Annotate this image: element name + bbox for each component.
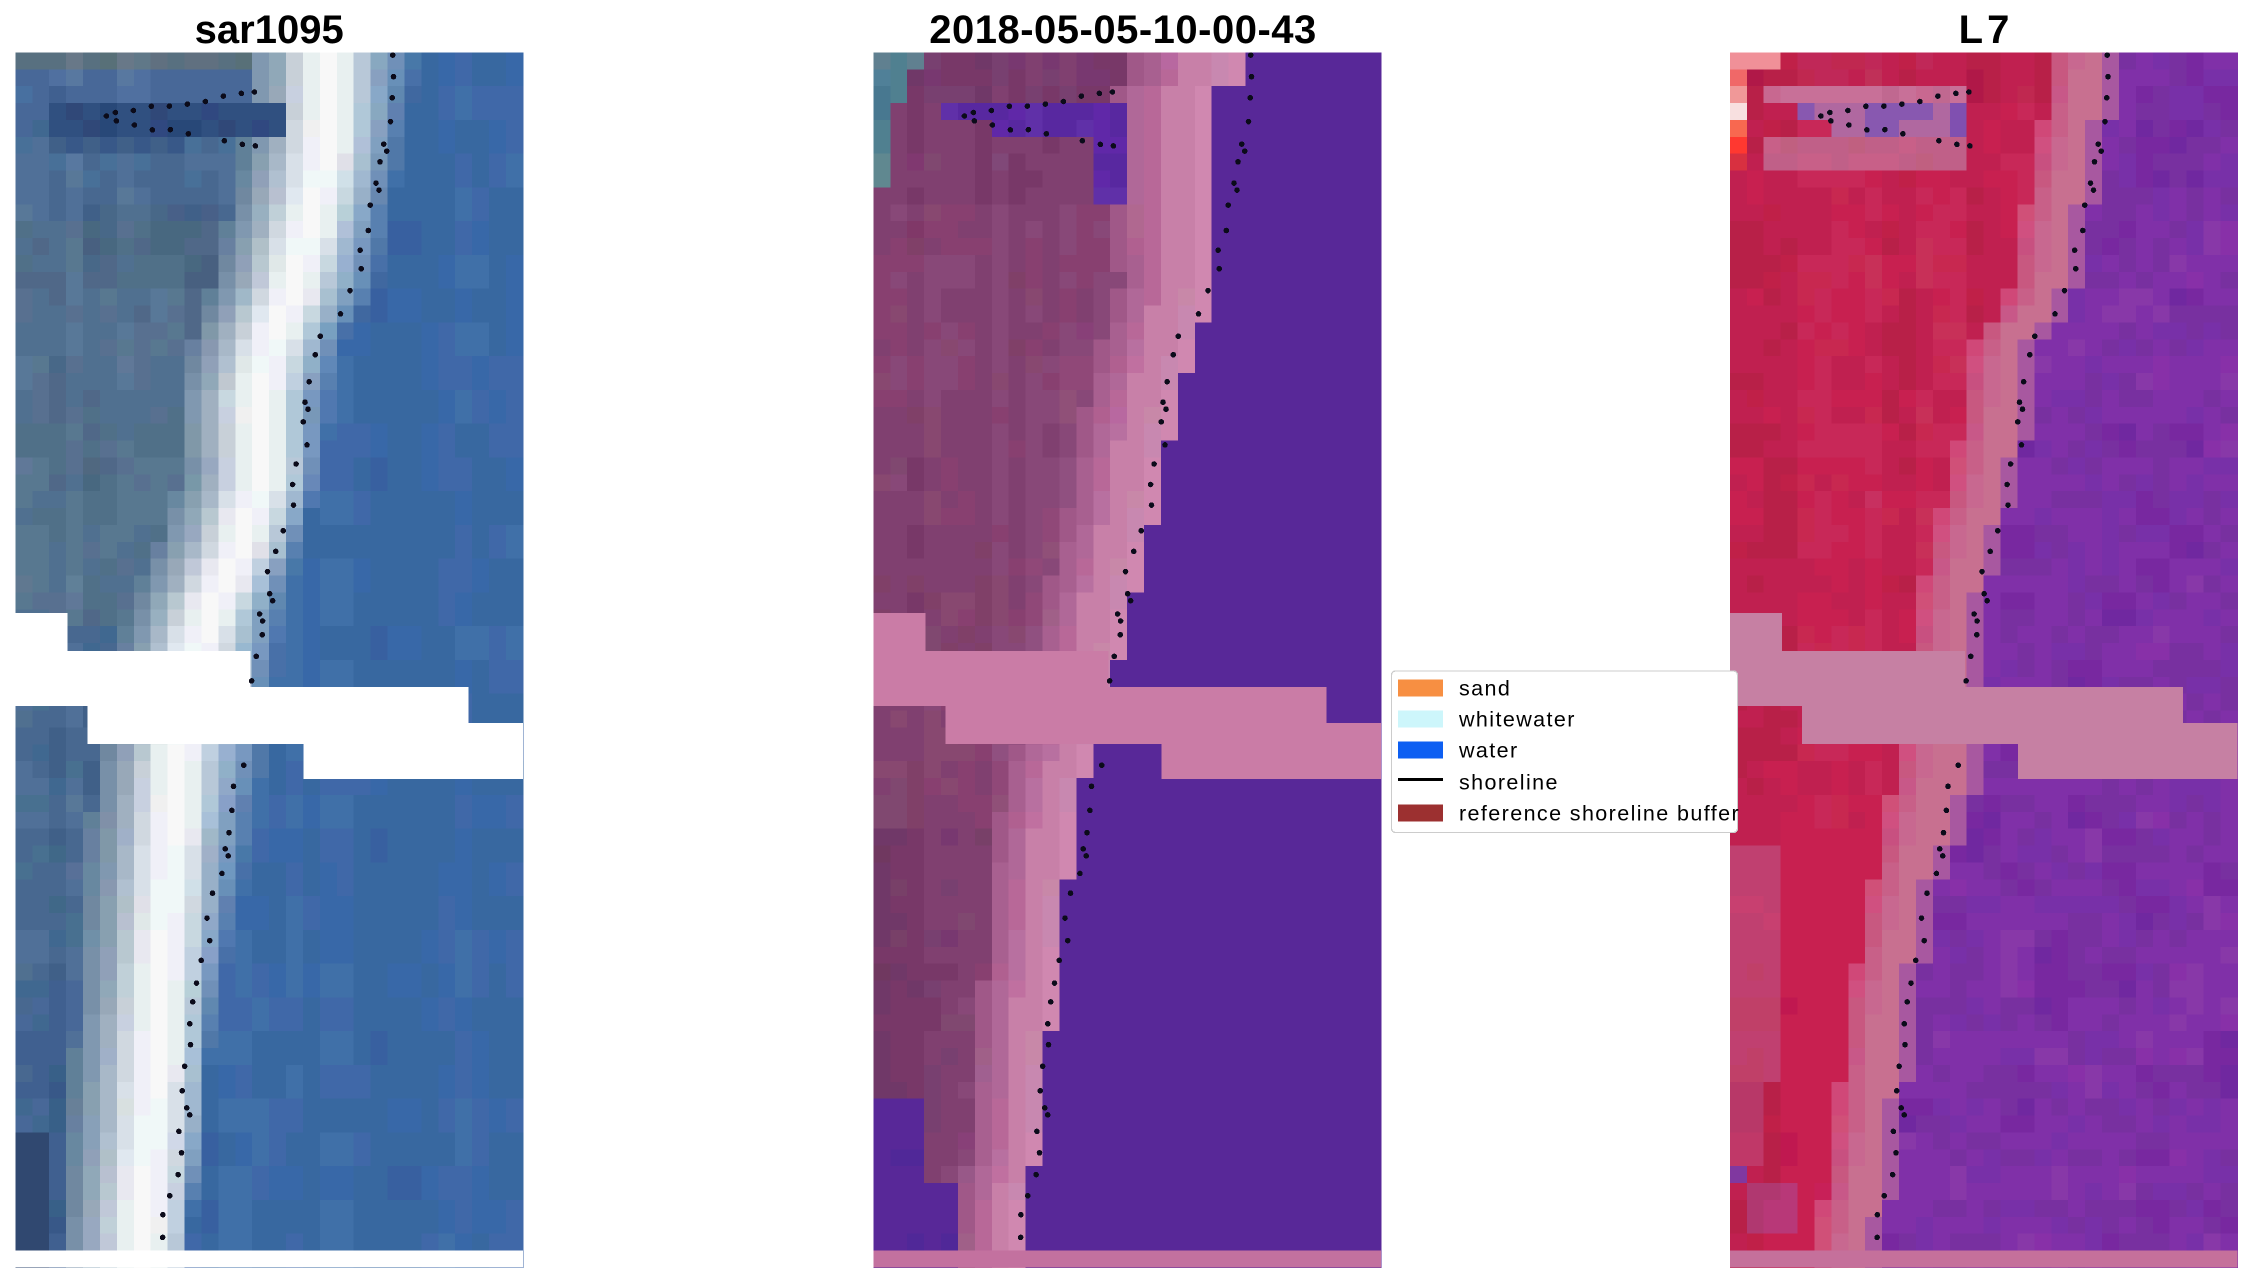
svg-text:L7: L7 (1959, 8, 2014, 52)
svg-text:shoreline: shoreline (1459, 771, 1559, 795)
svg-text:2018-05-05-10-00-43: 2018-05-05-10-00-43 (929, 8, 1317, 52)
svg-text:reference shoreline buffer: reference shoreline buffer (1459, 802, 1740, 826)
svg-text:sar1095: sar1095 (195, 8, 344, 52)
svg-text:whitewater: whitewater (1458, 708, 1576, 732)
svg-text:sand: sand (1459, 677, 1511, 701)
svg-text:water: water (1458, 739, 1519, 763)
